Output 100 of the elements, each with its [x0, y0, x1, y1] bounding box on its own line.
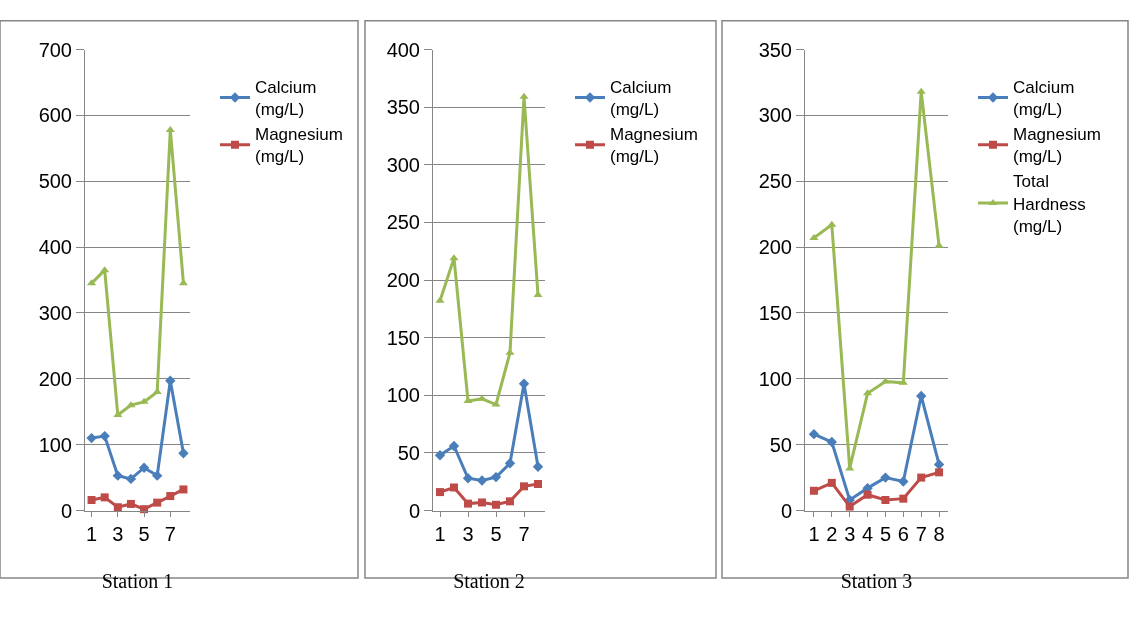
y-tick-label: 250	[386, 211, 420, 234]
y-tick-label: 50	[769, 433, 792, 456]
point	[826, 436, 838, 448]
y-tick-label: 200	[758, 236, 792, 259]
y-tick-label: 250	[758, 170, 792, 193]
legend-label: Calcium (mg/L)	[610, 78, 672, 120]
point	[179, 485, 188, 494]
y-tick-label: 150	[386, 326, 420, 349]
y-tick-label: 350	[386, 96, 420, 119]
point	[476, 475, 488, 486]
point	[827, 478, 836, 487]
point	[87, 495, 96, 504]
x-tick-label: 3	[112, 522, 124, 545]
y-tick-label: 100	[758, 367, 792, 390]
point	[112, 470, 124, 481]
y-tick-label: 300	[38, 301, 72, 324]
point	[827, 220, 837, 227]
y-tick-label: 700	[38, 38, 72, 61]
point	[863, 490, 872, 499]
point	[435, 296, 445, 303]
point	[126, 499, 135, 508]
point	[809, 233, 819, 240]
y-tick-label: 200	[386, 269, 420, 292]
x-axis-title: Station 1	[101, 570, 174, 593]
x-tick-label: 4	[862, 522, 874, 545]
point	[520, 482, 528, 491]
point	[464, 499, 472, 508]
y-tick-label: 150	[758, 301, 792, 324]
point	[881, 495, 890, 504]
y-tick-label: 0	[408, 499, 420, 522]
point	[534, 480, 542, 489]
x-axis-title: Station 2	[453, 570, 525, 593]
legend-label: Total Hardness (mg/L)	[1013, 172, 1086, 236]
point	[178, 448, 189, 459]
point	[519, 92, 529, 99]
point	[165, 125, 175, 132]
point	[532, 461, 544, 472]
x-tick-label: 1	[808, 522, 820, 545]
point	[448, 440, 460, 452]
x-tick-label: 2	[826, 522, 838, 545]
legend-label: Magnesium (mg/L)	[1013, 125, 1101, 167]
legend-label: Magnesium (mg/L)	[255, 125, 343, 167]
point	[436, 488, 444, 497]
y-tick-label: 0	[60, 499, 72, 522]
point	[478, 498, 486, 507]
point	[506, 497, 514, 506]
x-tick-label: 5	[879, 522, 891, 545]
point	[809, 486, 818, 495]
point	[462, 473, 474, 484]
point	[463, 397, 473, 404]
x-tick-label: 5	[490, 522, 502, 545]
point	[533, 291, 543, 298]
x-tick-label: 6	[897, 522, 909, 545]
point	[490, 471, 502, 483]
x-tick-label: 7	[915, 522, 927, 545]
point	[504, 458, 516, 469]
point	[898, 476, 909, 487]
y-tick-label: 300	[386, 153, 420, 176]
point	[100, 493, 109, 502]
point	[449, 254, 459, 261]
point	[153, 498, 162, 507]
point	[138, 462, 150, 473]
legend-label: Calcium (mg/L)	[255, 78, 317, 120]
x-tick-label: 8	[933, 522, 945, 545]
point	[100, 266, 110, 273]
point	[99, 430, 110, 442]
point	[899, 494, 908, 503]
point	[86, 432, 97, 444]
legend-label: Calcium (mg/L)	[1013, 78, 1075, 120]
point	[916, 87, 926, 94]
x-tick-label: 7	[518, 522, 530, 545]
x-tick-label: 5	[138, 522, 150, 545]
y-tick-label: 500	[38, 170, 72, 193]
y-tick-label: 50	[397, 441, 420, 464]
point	[935, 468, 944, 477]
x-tick-label: 3	[462, 522, 474, 545]
y-tick-label: 0	[780, 499, 792, 522]
point	[917, 473, 926, 482]
y-tick-label: 300	[758, 104, 792, 127]
point	[450, 483, 458, 492]
point	[808, 428, 820, 440]
point	[166, 492, 175, 501]
y-tick-label: 600	[38, 104, 72, 127]
x-axis-title: Station 3	[840, 570, 913, 593]
y-tick-label: 100	[386, 384, 420, 407]
y-tick-label: 100	[38, 433, 72, 456]
point	[880, 472, 891, 483]
x-tick-label: 7	[164, 522, 176, 545]
point	[492, 500, 500, 509]
point	[491, 400, 501, 407]
legend-label: Magnesium (mg/L)	[610, 125, 698, 167]
point	[434, 450, 446, 461]
y-tick-label: 400	[38, 236, 72, 259]
y-tick-label: 400	[386, 38, 420, 61]
x-tick-label: 1	[434, 522, 446, 545]
x-tick-label: 1	[86, 522, 98, 545]
y-tick-label: 350	[758, 38, 792, 61]
point	[125, 473, 137, 485]
y-tick-label: 200	[38, 367, 72, 390]
x-tick-label: 3	[844, 522, 856, 545]
